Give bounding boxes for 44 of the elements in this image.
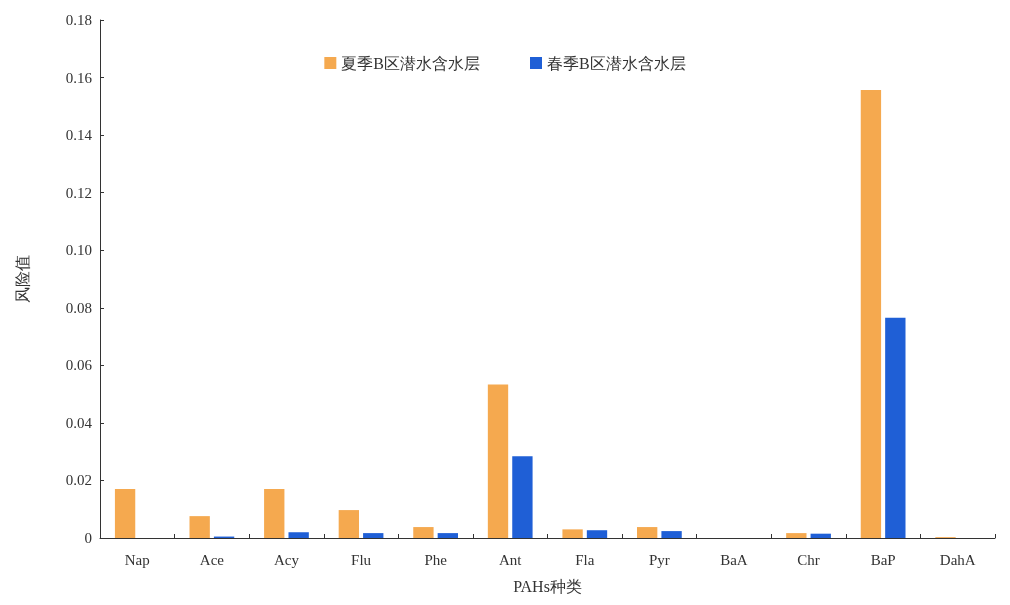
x-tick-label: Flu — [351, 551, 372, 568]
x-tick-label: Pyr — [648, 551, 670, 568]
bar — [562, 529, 583, 538]
y-tick-label: 0.08 — [65, 299, 92, 316]
legend-label: 春季B区潜水含水层 — [547, 54, 686, 72]
bar — [860, 89, 882, 538]
bar — [437, 533, 458, 538]
bar — [661, 531, 682, 538]
y-tick-label: 0.14 — [65, 127, 93, 144]
y-tick-label: 0.02 — [65, 472, 92, 489]
bar — [487, 384, 509, 538]
bar — [363, 533, 384, 538]
x-tick-label: Phe — [424, 551, 448, 568]
bar — [637, 527, 658, 538]
x-axis-title: PAHs种类 — [513, 577, 582, 595]
y-tick-label: 0.16 — [65, 69, 93, 86]
bar — [810, 533, 831, 538]
bar — [586, 530, 608, 538]
bar — [512, 456, 533, 538]
y-tick-label: 0.10 — [65, 242, 92, 259]
x-tick-label: BaA — [720, 551, 748, 568]
x-tick-label: Ace — [199, 551, 225, 568]
bar — [413, 527, 434, 538]
bar — [264, 489, 285, 538]
x-tick-label: Fla — [575, 551, 595, 568]
y-tick-label: 0.18 — [65, 12, 92, 28]
y-axis-title: 风险值 — [13, 255, 31, 303]
legend-label: 夏季B区潜水含水层 — [341, 54, 480, 72]
y-tick-label: 0.12 — [65, 184, 92, 201]
x-tick-label: Nap — [124, 551, 150, 568]
y-tick-label: 0 — [84, 530, 92, 546]
bar — [288, 532, 309, 538]
bar — [189, 516, 210, 538]
x-tick-label: Chr — [797, 551, 820, 568]
bar — [885, 317, 906, 538]
y-tick-label: 0.04 — [65, 414, 93, 431]
y-tick-label: 0.06 — [65, 357, 93, 374]
bar — [114, 489, 136, 538]
x-tick-label: Ant — [498, 551, 523, 568]
x-tick-label: Acy — [273, 551, 300, 568]
bar — [786, 533, 807, 538]
x-tick-label: DahA — [939, 551, 976, 568]
x-tick-label: BaP — [870, 551, 896, 568]
bar — [338, 510, 360, 538]
